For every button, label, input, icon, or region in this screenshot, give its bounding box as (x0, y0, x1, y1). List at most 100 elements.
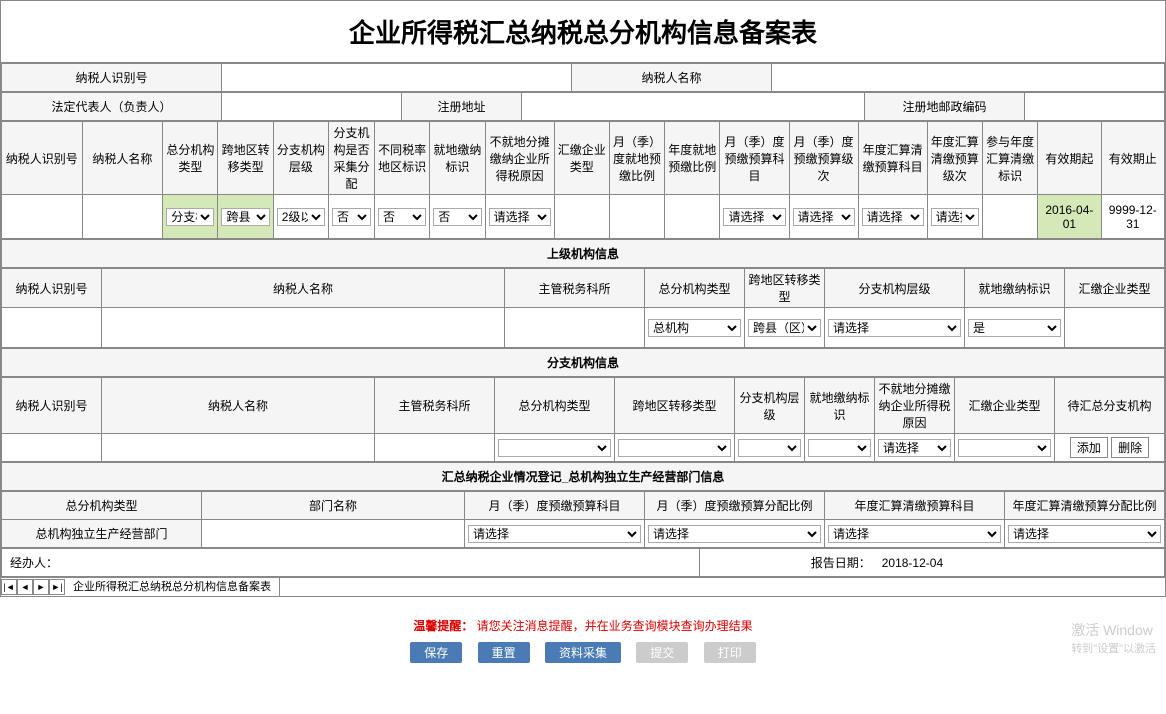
sel-mlevel[interactable]: 请选择 (793, 208, 855, 226)
sup-c1: 纳税人识别号 (2, 269, 102, 308)
footer-buttons: 保存 重置 资料采集 提交 打印 (0, 642, 1166, 663)
br-sel8[interactable]: 请选择 (878, 439, 951, 457)
delete-button[interactable]: 删除 (1111, 437, 1149, 458)
br-c4: 总分机构类型 (495, 378, 615, 434)
br-sel7[interactable] (808, 439, 871, 457)
br-sel5[interactable] (618, 439, 731, 457)
sup-sel5[interactable]: 跨县（区） (748, 319, 821, 337)
sup-sel7[interactable]: 是 (968, 319, 1061, 337)
col-ysubj: 年度汇算清缴预算科目 (858, 122, 927, 195)
sup-c6: 分支机构层级 (825, 269, 965, 308)
input-postcode[interactable] (1028, 99, 1161, 115)
br-c1: 纳税人识别号 (2, 378, 102, 434)
col-level: 分支机构层级 (273, 122, 328, 195)
sup-c2: 纳税人名称 (102, 269, 505, 308)
sup-in8[interactable] (1065, 308, 1165, 348)
sel-ylevel[interactable]: 请选择 (931, 208, 979, 226)
col-taxname: 纳税人名称 (82, 122, 163, 195)
label-tax-name: 纳税人名称 (572, 64, 772, 92)
col-reason: 不就地分摊缴纳企业所得税原因 (485, 122, 554, 195)
br-c7: 就地缴纳标识 (805, 378, 875, 434)
dep-sel6[interactable]: 请选择 (1008, 525, 1161, 543)
sup-sel4[interactable]: 总机构 (648, 319, 741, 337)
nav-first-icon[interactable]: |◄ (1, 579, 17, 595)
cell-huijiao[interactable] (554, 195, 609, 239)
sel-cross[interactable]: 跨县（区） (221, 208, 269, 226)
cell-join[interactable] (982, 195, 1037, 239)
col-collect: 分支机构是否采集分配 (328, 122, 374, 195)
sel-local[interactable]: 否 (433, 208, 481, 226)
add-button[interactable]: 添加 (1070, 437, 1108, 458)
print-button[interactable]: 打印 (704, 642, 756, 663)
br-c2: 纳税人名称 (102, 378, 375, 434)
section-branch: 分支机构信息 (2, 349, 1165, 377)
cell-taxname[interactable] (82, 195, 163, 239)
sup-in1[interactable] (5, 320, 98, 336)
br-in2[interactable] (105, 440, 371, 456)
sel-collect[interactable]: 否 (332, 208, 371, 226)
br-in3[interactable] (378, 440, 491, 456)
watermark: 激活 Window 转到"设置"以激活 (1071, 620, 1156, 656)
col-taxid: 纳税人识别号 (2, 122, 83, 195)
col-ylevel: 年度汇算清缴预算级次 (927, 122, 982, 195)
sup-in2[interactable] (105, 320, 501, 336)
sheet-nav: |◄ ◄ ► ►| 企业所得税汇总纳税总分机构信息备案表 (1, 577, 1165, 596)
label-report-date: 报告日期： (699, 549, 873, 577)
sheet-tab[interactable]: 企业所得税汇总纳税总分机构信息备案表 (65, 578, 280, 596)
col-mlevel: 月（季）度预缴预算级次 (789, 122, 858, 195)
br-c10: 待汇总分支机构 (1055, 378, 1165, 434)
dep-c1: 总分机构类型 (2, 492, 202, 520)
input-legal-rep[interactable] (225, 99, 398, 115)
br-c9: 汇缴企业类型 (955, 378, 1055, 434)
br-c3: 主管税务科所 (375, 378, 495, 434)
nav-last-icon[interactable]: ►| (49, 579, 65, 595)
col-rate: 不同税率地区标识 (375, 122, 430, 195)
input-tax-id[interactable] (225, 70, 568, 86)
sup-c7: 就地缴纳标识 (965, 269, 1065, 308)
cell-mratio[interactable] (609, 195, 664, 239)
cell-start[interactable]: 2016-04-01 (1038, 195, 1101, 239)
col-yratio: 年度就地预缴比例 (665, 122, 720, 195)
warning-text: 请您关注消息提醒，并在业务查询模块查询办理结果 (477, 619, 753, 633)
cell-taxid[interactable] (2, 195, 83, 239)
sel-ysubj[interactable]: 请选择 (862, 208, 924, 226)
dep-sel5[interactable]: 请选择 (828, 525, 1001, 543)
col-join: 参与年度汇算清缴标识 (982, 122, 1037, 195)
reset-button[interactable]: 重置 (478, 642, 530, 663)
collect-button[interactable]: 资料采集 (545, 642, 621, 663)
dep-c4: 月（季）度预缴预算分配比例 (645, 492, 825, 520)
br-in1[interactable] (5, 440, 98, 456)
input-tax-name[interactable] (775, 70, 1161, 86)
sel-orgtype[interactable]: 分支机构 (166, 208, 214, 226)
label-reg-addr: 注册地址 (402, 93, 522, 121)
save-button[interactable]: 保存 (410, 642, 462, 663)
label-legal-rep: 法定代表人（负责人） (2, 93, 222, 121)
sel-msubj[interactable]: 请选择 (723, 208, 785, 226)
dep-c3: 月（季）度预缴预算科目 (465, 492, 645, 520)
col-end: 有效期止 (1101, 122, 1164, 195)
warning-label: 温馨提醒： (413, 619, 473, 633)
sup-sel6[interactable]: 请选择 (828, 319, 961, 337)
section-superior: 上级机构信息 (2, 240, 1165, 268)
br-sel9[interactable] (958, 439, 1051, 457)
sel-rate[interactable]: 否 (378, 208, 426, 226)
cell-end[interactable]: 9999-12-31 (1101, 195, 1164, 239)
input-reg-addr[interactable] (525, 99, 861, 115)
sel-reason[interactable]: 请选择 (489, 208, 551, 226)
sup-in3[interactable] (508, 320, 641, 336)
nav-prev-icon[interactable]: ◄ (17, 579, 33, 595)
nav-next-icon[interactable]: ► (33, 579, 49, 595)
submit-button[interactable]: 提交 (636, 642, 688, 663)
br-sel4[interactable] (498, 439, 611, 457)
dep-c5: 年度汇算清缴预算科目 (825, 492, 1005, 520)
br-c6: 分支机构层级 (735, 378, 805, 434)
br-sel6[interactable] (738, 439, 801, 457)
sup-c5: 跨地区转移类型 (745, 269, 825, 308)
dep-in2[interactable] (205, 526, 461, 542)
cell-yratio[interactable] (665, 195, 720, 239)
br-c8: 不就地分摊缴纳企业所得税原因 (875, 378, 955, 434)
sel-level[interactable]: 2级以下 (277, 208, 325, 226)
dep-c2: 部门名称 (202, 492, 465, 520)
dep-sel4[interactable]: 请选择 (648, 525, 821, 543)
dep-sel3[interactable]: 请选择 (468, 525, 641, 543)
